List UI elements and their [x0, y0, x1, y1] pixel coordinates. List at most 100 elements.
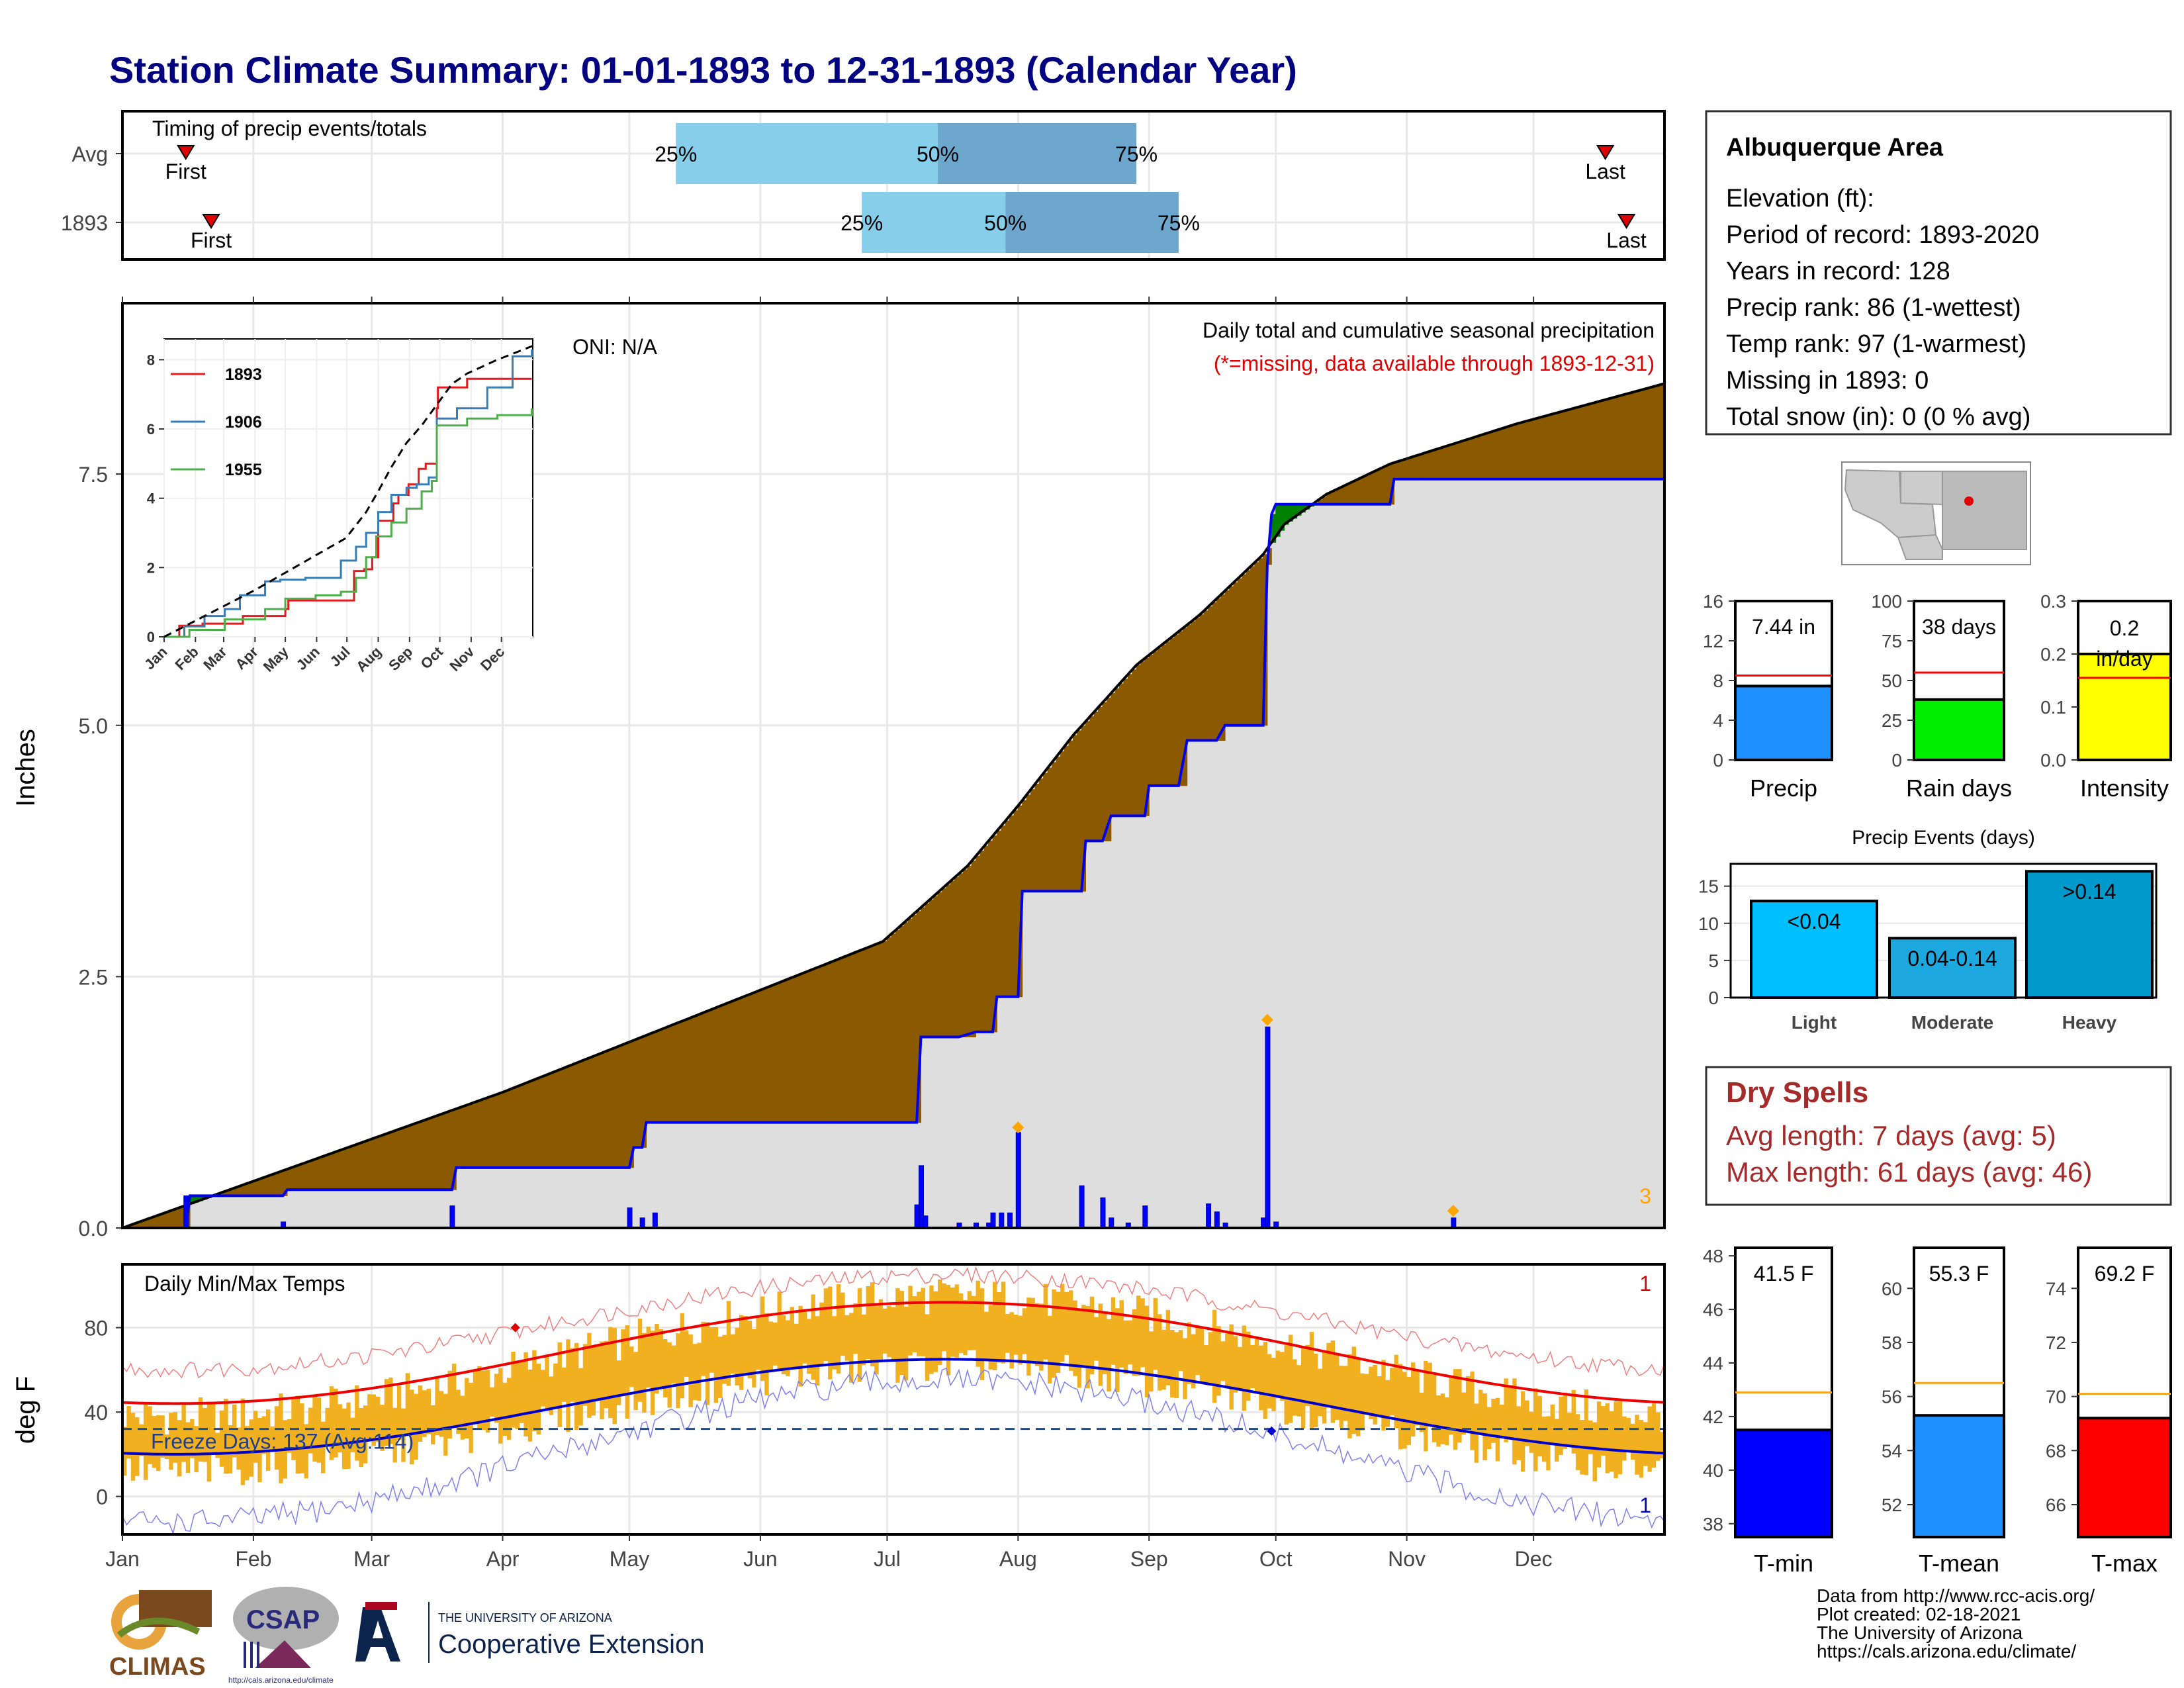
- temp-bar-name: T-max: [2091, 1550, 2158, 1577]
- dry-spells-title: Dry Spells: [1726, 1076, 1868, 1109]
- freeze-days-label: Freeze Days: 137 (Avg:114): [151, 1430, 414, 1454]
- avg-tmax-line: [122, 1301, 1665, 1405]
- summary-ytick-label: 25: [1882, 710, 1902, 731]
- temp-count-top: 1: [1639, 1272, 1651, 1295]
- summary-ytick-label: 100: [1871, 591, 1902, 612]
- temp-bar-ytick-label: 54: [1882, 1440, 1902, 1461]
- daily-precip-bar: [627, 1207, 633, 1229]
- daily-precip-bar: [1015, 1132, 1021, 1229]
- timing-p75-label: 75%: [1158, 211, 1200, 235]
- footer-line-4: https://cals.arizona.edu/climate/: [1817, 1641, 2076, 1662]
- month-label: Jul: [874, 1547, 901, 1571]
- temp-bar-ytick-label: 58: [1882, 1333, 1902, 1353]
- events-frame: [1729, 863, 2158, 999]
- daily-precip-bar: [990, 1212, 996, 1229]
- csap-url: http://cals.arizona.edu/climate: [228, 1675, 334, 1685]
- temp-bar-ytick-label: 68: [2046, 1440, 2066, 1461]
- events-ytick-label: 0: [1708, 988, 1719, 1008]
- summary-value-unit: in/day: [2096, 647, 2152, 671]
- inset-ytick-label: 8: [147, 352, 155, 368]
- timing-p50-label: 50%: [984, 211, 1026, 235]
- temp-bar: [1913, 1414, 2005, 1538]
- events-ytick-label: 5: [1708, 951, 1719, 971]
- summary-ytick-label: 0: [1891, 750, 1902, 771]
- precip-marker: [1012, 1121, 1024, 1134]
- month-label: May: [610, 1547, 649, 1571]
- location-map: [1841, 461, 2031, 565]
- inset-ytick-label: 0: [147, 629, 155, 645]
- temp-bar-ytick-label: 72: [2046, 1333, 2066, 1353]
- inset-legend-label: 1906: [225, 413, 262, 432]
- precip-1893-area: [122, 479, 1664, 1229]
- precip-ytick-label: 0.0: [79, 1217, 108, 1241]
- events-category-label: Light: [1792, 1012, 1837, 1033]
- temperature-bars: 38 40 42 44 46 48 41.5 F T-min 52 54 56 58 60 55.3 F T…: [1703, 1246, 2172, 1577]
- daily-precip-bar: [1007, 1212, 1013, 1229]
- summary-value-label: 0.2: [2110, 616, 2139, 640]
- last-marker: [1596, 145, 1615, 160]
- precip-ytick-label: 5.0: [79, 714, 108, 738]
- timing-p25-label: 25%: [841, 211, 883, 235]
- precip-ytick-label: 7.5: [79, 463, 108, 487]
- oni-label: ONI: N/A: [572, 335, 658, 359]
- last-label: Last: [1585, 160, 1625, 183]
- dry-spells-box: Dry Spells Avg length: 7 days (avg: 5) M…: [1705, 1066, 2172, 1206]
- events-bar: [2025, 870, 2154, 999]
- inset-ytick-label: 2: [147, 559, 155, 576]
- daily-temp-bars: [122, 1279, 1664, 1485]
- month-label: Dec: [1515, 1547, 1553, 1571]
- cumulative-1893-line: [122, 477, 1664, 1229]
- footer-line-2: Plot created: 02-18-2021: [1817, 1604, 2021, 1624]
- events-category-label: Heavy: [2062, 1012, 2117, 1033]
- summary-bar: [1734, 684, 1833, 762]
- page-title: Station Climate Summary: 01-01-1893 to 1…: [109, 49, 1297, 91]
- summary-ytick-label: 12: [1703, 631, 1723, 651]
- inset-ytick-label: 4: [147, 491, 156, 507]
- daily-precip-bar: [449, 1205, 455, 1229]
- missing-label: (*=missing, data available through 1893-…: [1214, 352, 1655, 375]
- summary-value-label: 38 days: [1922, 615, 1996, 639]
- temp-bar-value-label: 41.5 F: [1754, 1262, 1814, 1286]
- logos: CLIMAS CSAP http://cals.arizona.edu/clim…: [109, 1587, 704, 1685]
- record-high-marker: [510, 1323, 520, 1333]
- month-label: Aug: [999, 1547, 1037, 1571]
- timing-bar-25-50: [862, 192, 1006, 253]
- temp-bar-ytick-label: 42: [1703, 1407, 1723, 1427]
- events-bar-label: >0.14: [2063, 880, 2116, 904]
- precip-marker: [1261, 1013, 1273, 1026]
- temp-bar-name: T-mean: [1919, 1550, 1999, 1577]
- precip-events-chart: Precip Events (days) 0 5 10 15 <0.04 Light 0.04…: [1698, 827, 2158, 1033]
- temp-panel: 0 40 80 Freeze Days: 137 (Avg:114) Daily Min…: [11, 1263, 1666, 1571]
- month-label: Oct: [1259, 1547, 1293, 1571]
- month-label: Mar: [353, 1547, 390, 1571]
- info-line: Elevation (ft):: [1726, 185, 1874, 212]
- events-bar-label: 0.04-0.14: [1907, 947, 1997, 970]
- temp-ytick-label: 40: [84, 1401, 108, 1425]
- summary-ytick-label: 0.2: [2040, 644, 2066, 665]
- ua-bottom-text: Cooperative Extension: [438, 1630, 704, 1659]
- inset-ytick-label: 6: [147, 421, 155, 438]
- record-min-line: [122, 1367, 1665, 1535]
- timing-row-label: Avg: [71, 142, 108, 166]
- daily-precip-bar: [183, 1195, 189, 1229]
- temp-bar-ytick-label: 70: [2046, 1387, 2066, 1407]
- record-max-line: [122, 1266, 1665, 1379]
- temp-ytick-label: 80: [84, 1317, 108, 1340]
- summary-ytick-label: 50: [1882, 671, 1902, 691]
- daily-precip-bar: [1079, 1185, 1085, 1229]
- dry-spells-max: Max length: 61 days (avg: 46): [1726, 1156, 2092, 1188]
- temp-bar-ytick-label: 46: [1703, 1299, 1723, 1320]
- info-line: Temp rank: 97 (1-warmest): [1726, 330, 2026, 358]
- precip-ytick-label: 2.5: [79, 965, 108, 989]
- precip-ylabel: Inches: [11, 729, 40, 807]
- events-bar: [1888, 937, 2017, 999]
- dry-spells-avg: Avg length: 7 days (avg: 5): [1726, 1120, 2056, 1151]
- summary-ytick-label: 75: [1882, 631, 1902, 651]
- daily-precip-bar: [1142, 1205, 1148, 1229]
- events-bar: [1750, 900, 1878, 999]
- daily-precip-bar: [1265, 1026, 1271, 1229]
- daily-precip-bar: [999, 1212, 1005, 1229]
- timing-bar-25-50: [676, 123, 938, 184]
- daily-precip-bar: [923, 1215, 929, 1229]
